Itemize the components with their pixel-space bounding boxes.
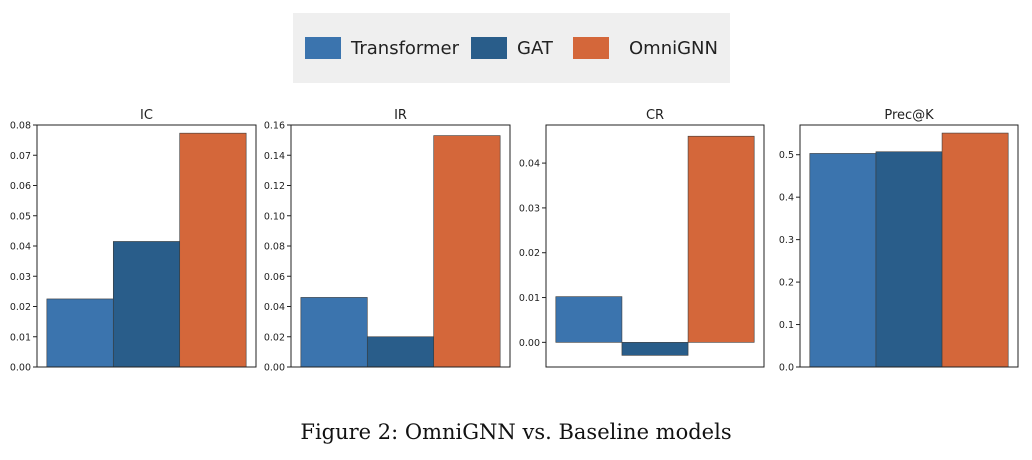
- y-tick-label: 0.04: [264, 302, 285, 313]
- y-tick-label: 0.06: [10, 181, 31, 192]
- y-tick-label: 0.02: [10, 302, 31, 313]
- chart-title: IR: [394, 108, 407, 123]
- legend-label-transformer: Transformer: [351, 37, 460, 59]
- legend-item-transformer: Transformer: [305, 13, 459, 83]
- y-tick-label: 0.03: [10, 272, 31, 283]
- bar-transformer: [46, 298, 114, 368]
- y-tick-label: 0.03: [519, 203, 540, 214]
- y-tick-label: 0.02: [264, 332, 285, 343]
- chart-prec-k: Prec@K 0.0 0.1 0.2 0.3 0.4 0.5: [779, 108, 1019, 374]
- y-tick-label: 0.2: [779, 278, 794, 289]
- bar-gat: [875, 151, 943, 368]
- y-tick-label: 0.3: [779, 235, 794, 246]
- y-tick-label: 0.5: [779, 150, 794, 161]
- y-tick-label: 0.0: [779, 363, 794, 374]
- legend-item-gat: GAT: [471, 13, 553, 83]
- chart-title: Prec@K: [884, 108, 934, 123]
- y-tick-label: 0.10: [264, 211, 285, 222]
- y-tick-label: 0.06: [264, 272, 285, 283]
- bar-gat: [112, 241, 181, 368]
- y-tick-label: 0.01: [10, 332, 31, 343]
- bar-gat: [366, 336, 435, 368]
- legend-swatch-omnignn: [573, 37, 609, 59]
- figure-caption: Figure 2: OmniGNN vs. Baseline models: [300, 420, 732, 444]
- y-tick-label: 0.07: [10, 151, 31, 162]
- legend-swatch-transformer: [305, 37, 341, 59]
- y-tick-label: 0.04: [10, 242, 31, 253]
- bar-transformer: [555, 296, 623, 343]
- legend-swatch-gat: [471, 37, 507, 59]
- chart-title: CR: [646, 108, 664, 123]
- plot-frame: [799, 124, 1019, 368]
- y-tick-label: 0.05: [10, 211, 31, 222]
- plot-frame: [545, 124, 765, 368]
- bar-charts: IC0.000.010.020.030.040.050.060.070.08IR…: [10, 108, 1019, 374]
- y-tick-label: 0.4: [779, 193, 794, 204]
- y-tick-label: 0.12: [264, 181, 285, 192]
- y-tick-label: 0.16: [264, 121, 285, 132]
- y-tick-label: 0.02: [519, 248, 540, 259]
- chart-cr: CR 0.00 0.01 0.02 0.03 0.04: [519, 108, 765, 368]
- bar-omnignn: [687, 135, 755, 343]
- bar-omnignn: [179, 132, 247, 368]
- chart-title: IC: [140, 108, 153, 123]
- bar-gat: [621, 342, 689, 356]
- chart-ir: IR 0.00 0.02 0.04 0.06 0.08 0.10 0.12 0.14 0.16: [264, 108, 511, 374]
- chart-ic: IC 0.00 0.01 0.02 0.03 0.04 0.05 0.06 0.07 0.08: [10, 108, 257, 374]
- legend: Transformer GAT OmniGNN: [293, 13, 730, 83]
- legend-item-omnignn: OmniGNN: [573, 13, 718, 83]
- y-tick-label: 0.00: [519, 338, 540, 349]
- legend-label-omnignn: OmniGNN: [629, 37, 718, 59]
- y-tick-label: 0.00: [264, 363, 285, 374]
- y-tick-label: 0.00: [10, 363, 31, 374]
- y-tick-label: 0.04: [519, 159, 540, 170]
- bar-transformer: [300, 297, 368, 368]
- y-tick-label: 0.01: [519, 293, 540, 304]
- y-tick-label: 0.08: [10, 121, 31, 132]
- y-tick-label: 0.14: [264, 151, 285, 162]
- legend-label-gat: GAT: [517, 37, 553, 59]
- y-tick-label: 0.08: [264, 242, 285, 253]
- bar-omnignn: [433, 135, 501, 368]
- bar-omnignn: [941, 132, 1009, 368]
- bar-transformer: [809, 153, 877, 368]
- y-tick-label: 0.1: [779, 320, 794, 331]
